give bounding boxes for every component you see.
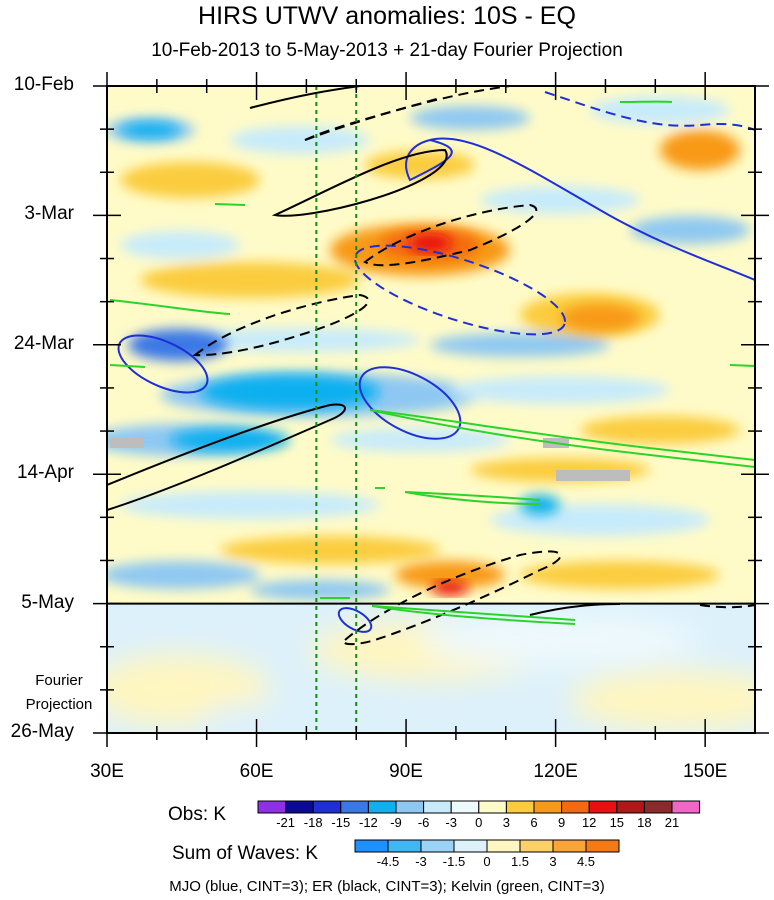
obs-colorbar-swatch bbox=[478, 800, 507, 814]
waves-colorbar-swatch bbox=[453, 839, 488, 853]
obs-colorbar-label: -15 bbox=[331, 815, 351, 830]
y-tick-label: 3-Mar bbox=[24, 203, 74, 225]
obs-colorbar-label: -6 bbox=[417, 815, 430, 830]
y-tick-label: 24-Mar bbox=[13, 332, 74, 354]
obs-colorbar-label: -21 bbox=[276, 815, 295, 830]
waves-colorbar-label: 0 bbox=[483, 854, 491, 869]
obs-colorbar-label: 0 bbox=[475, 815, 483, 830]
obs-colorbar-swatch bbox=[257, 800, 287, 814]
obs-colorbar-swatch bbox=[561, 800, 590, 814]
y-tick-label: 5-May bbox=[21, 591, 74, 613]
plot-frame bbox=[106, 85, 756, 734]
obs-colorbar-label: 21 bbox=[664, 815, 680, 830]
waves-colorbar-swatch bbox=[585, 839, 620, 853]
obs-colorbar-label: 15 bbox=[609, 815, 625, 830]
x-tick-label: 150E bbox=[682, 761, 728, 782]
obs-colorbar-label: -12 bbox=[358, 815, 378, 830]
obs-colorbar-swatch bbox=[423, 800, 452, 814]
x-tick-label: 60E bbox=[239, 761, 274, 782]
waves-colorbar-label: 3 bbox=[549, 854, 557, 869]
waves-colorbar bbox=[354, 839, 620, 853]
obs-colorbar-swatch bbox=[340, 800, 369, 814]
axis-ticks bbox=[93, 72, 769, 747]
obs-colorbar-swatch bbox=[285, 800, 314, 814]
y-tick-label: 14-Apr bbox=[16, 462, 74, 484]
waves-colorbar-label: -1.5 bbox=[442, 854, 466, 869]
wave-legend-text: MJO (blue, CINT=3); ER (black, CINT=3); … bbox=[169, 878, 605, 895]
waves-colorbar-label: -4.5 bbox=[376, 854, 400, 869]
obs-colorbar-swatch bbox=[671, 800, 701, 814]
y-tick-label: 10-Feb bbox=[13, 74, 74, 95]
x-tick-label: 30E bbox=[90, 761, 124, 782]
obs-colorbar-swatch bbox=[533, 800, 563, 814]
obs-colorbar-swatch bbox=[643, 800, 673, 814]
x-tick-label: 120E bbox=[533, 761, 578, 782]
waves-colorbar-swatch bbox=[519, 839, 554, 853]
obs-colorbar-label: 18 bbox=[637, 815, 652, 830]
waves-colorbar-title: Sum of Waves: K bbox=[172, 843, 319, 864]
waves-colorbar-label: -3 bbox=[415, 854, 427, 869]
obs-colorbar-label: 3 bbox=[502, 815, 510, 830]
obs-colorbar-swatch bbox=[505, 800, 535, 814]
waves-colorbar-swatch bbox=[420, 839, 455, 853]
projection-label-line1: Fourier bbox=[35, 672, 83, 689]
obs-colorbar-label: 12 bbox=[581, 815, 597, 830]
obs-colorbar-swatch bbox=[616, 800, 645, 814]
waves-colorbar-label: 4.5 bbox=[576, 854, 596, 869]
waves-colorbar-label: 1.5 bbox=[510, 854, 530, 869]
obs-colorbar-swatch bbox=[312, 800, 342, 814]
obs-colorbar-swatch bbox=[588, 800, 618, 814]
waves-colorbar-swatch bbox=[552, 839, 587, 853]
obs-colorbar-title: Obs: K bbox=[168, 804, 227, 825]
projection-label-line2: Projection bbox=[25, 696, 93, 713]
x-tick-label: 90E bbox=[389, 761, 423, 782]
y-tick-label: 26-May bbox=[10, 721, 74, 742]
obs-colorbar bbox=[257, 800, 701, 814]
obs-colorbar-swatch bbox=[367, 800, 397, 814]
anomaly-field bbox=[107, 86, 755, 733]
obs-colorbar-label: 6 bbox=[530, 815, 538, 830]
obs-colorbar-label: 9 bbox=[557, 815, 566, 830]
obs-colorbar-swatch bbox=[395, 800, 425, 814]
reference-longitudes bbox=[315, 86, 358, 733]
obs-colorbar-swatch bbox=[450, 800, 480, 814]
chart-subtitle: 10-Feb-2013 to 5-May-2013 + 21-day Fouri… bbox=[151, 40, 623, 61]
chart-title: HIRS UTWV anomalies: 10S - EQ bbox=[198, 2, 576, 30]
waves-colorbar-swatch bbox=[486, 839, 521, 853]
obs-colorbar-label: -9 bbox=[390, 815, 402, 830]
waves-colorbar-swatch bbox=[354, 839, 389, 853]
obs-colorbar-label: -3 bbox=[445, 815, 457, 830]
waves-colorbar-swatch bbox=[387, 839, 422, 853]
obs-colorbar-label: -18 bbox=[303, 815, 323, 830]
